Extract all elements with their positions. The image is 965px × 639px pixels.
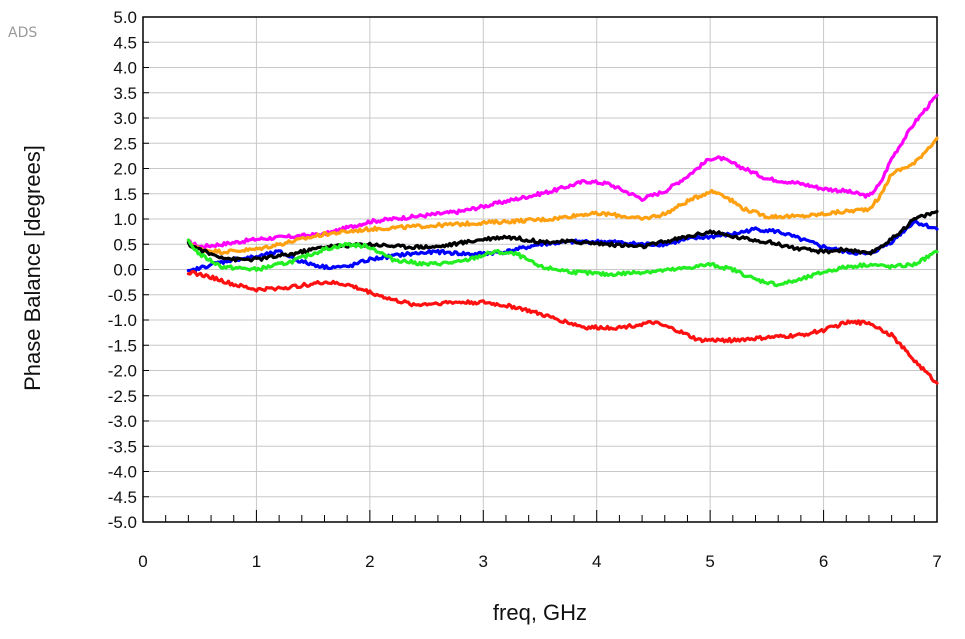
x-tick-label: 2: [365, 552, 374, 571]
y-tick-label: -4.5: [108, 488, 137, 507]
y-axis-tick-labels: 5.0 4.5 4.0 3.5 3.0 2.5 2.0 1.5 1.0 0.5 0.0 -0.5 -1.…: [108, 8, 137, 532]
grid-lines: [142, 16, 938, 523]
x-tick-label: 7: [932, 552, 941, 571]
x-tick-label: 0: [138, 552, 147, 571]
y-tick-label: 0.0: [113, 261, 137, 280]
y-tick-label: -1.0: [108, 311, 137, 330]
series-line-3: [186, 219, 939, 273]
axis-ticks: [142, 16, 938, 523]
y-tick-label: -3.5: [108, 437, 137, 456]
ads-watermark: ADS: [8, 25, 37, 41]
y-tick-label: 2.0: [113, 160, 137, 179]
y-tick-label: 3.0: [113, 109, 137, 128]
y-axis-title: Phase Balance [degrees]: [20, 145, 45, 391]
y-tick-label: 1.0: [113, 210, 137, 229]
x-tick-label: 4: [592, 552, 601, 571]
y-tick-label: 3.5: [113, 84, 137, 103]
y-tick-label: 5.0: [113, 8, 137, 27]
y-tick-label: 1.5: [113, 185, 137, 204]
y-tick-label: -0.5: [108, 286, 137, 305]
x-axis-title: freq, GHz: [493, 600, 587, 625]
x-axis-tick-labels: 0 1 2 3 4 5 6 7: [138, 552, 941, 571]
y-tick-label: -4.0: [108, 463, 137, 482]
y-tick-label: -2.5: [108, 387, 137, 406]
x-tick-label: 1: [252, 552, 261, 571]
series-line-6: [186, 269, 939, 385]
y-tick-label: -1.5: [108, 336, 137, 355]
y-tick-label: 4.0: [113, 59, 137, 78]
series-lines: [186, 93, 939, 385]
x-tick-label: 3: [479, 552, 488, 571]
series-line-5: [186, 238, 939, 288]
y-tick-label: -5.0: [108, 513, 137, 532]
x-tick-label: 5: [705, 552, 714, 571]
x-tick-label: 6: [819, 552, 828, 571]
series-line-2: [186, 136, 939, 255]
y-tick-label: -2.0: [108, 362, 137, 381]
y-tick-label: 2.5: [113, 134, 137, 153]
series-line-1: [186, 93, 939, 250]
series-line-4: [186, 209, 939, 263]
y-tick-label: 4.5: [113, 33, 137, 52]
y-tick-label: 0.5: [113, 235, 137, 254]
y-tick-label: -3.0: [108, 412, 137, 431]
